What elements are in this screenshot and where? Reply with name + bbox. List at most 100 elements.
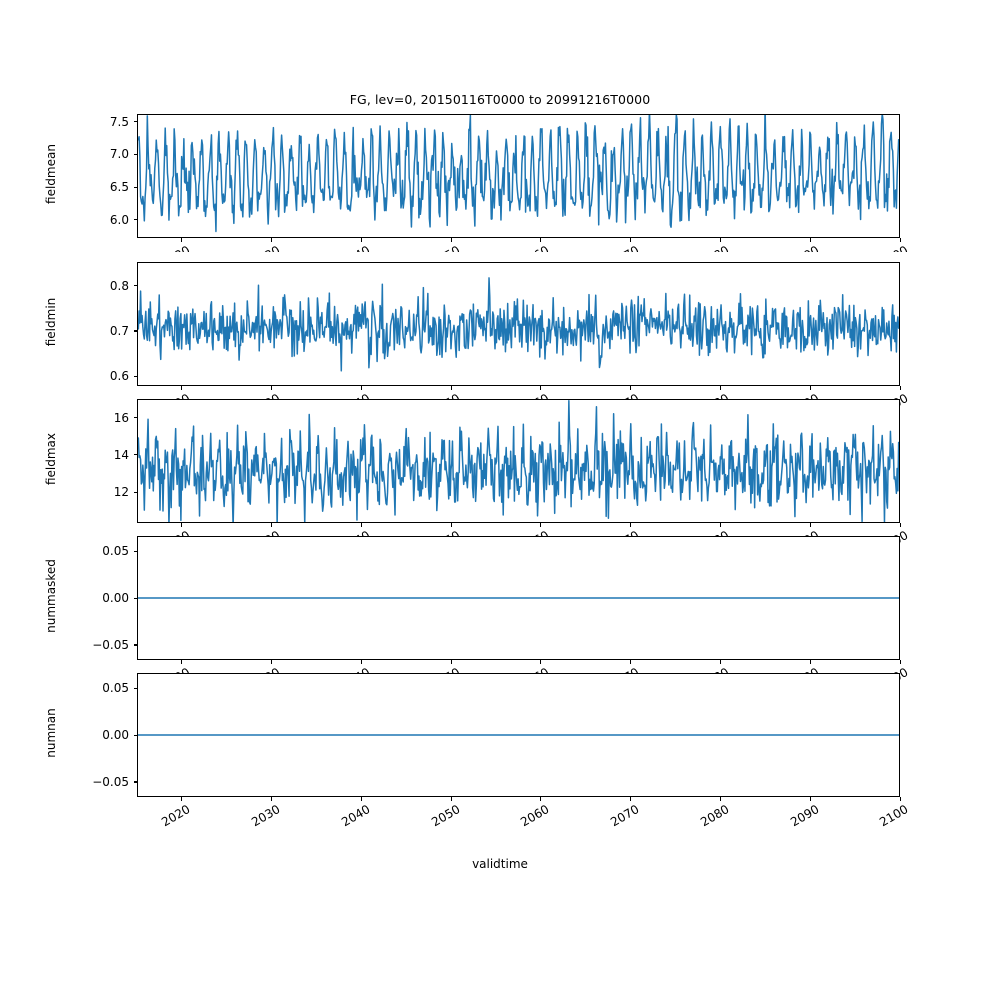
- x-tick-mark: [450, 660, 452, 664]
- x-tick-mark: [181, 386, 183, 390]
- x-tick-mark: [899, 386, 901, 390]
- y-tick-label: 0.7: [109, 323, 129, 338]
- x-tick-mark: [719, 386, 722, 390]
- x-tick-mark: [719, 238, 722, 242]
- x-tick-label: 2090: [787, 802, 822, 830]
- subplot-numnan: [137, 673, 900, 797]
- x-tick-mark: [809, 797, 811, 801]
- x-tick-label: 2070: [608, 802, 642, 830]
- x-tick-mark: [809, 238, 811, 242]
- y-tick-mark: [133, 491, 137, 493]
- x-tick-mark: [360, 238, 362, 242]
- subplot-fieldmax: [137, 399, 900, 523]
- x-tick-mark: [271, 660, 273, 664]
- x-tick-mark: [630, 797, 632, 801]
- x-tick-label: 2050: [428, 802, 463, 830]
- y-tick-mark: [133, 121, 137, 123]
- x-tick-mark: [360, 523, 362, 527]
- series-line-numnan: [138, 674, 899, 796]
- x-tick-mark: [360, 797, 362, 801]
- y-tick-label: 0.00: [102, 728, 129, 742]
- x-tick-mark: [360, 386, 362, 390]
- x-tick-mark: [809, 660, 811, 664]
- y-tick-mark: [133, 687, 137, 689]
- y-tick-label: 12: [113, 485, 129, 500]
- x-tick-label: 2020: [159, 802, 193, 830]
- subplot-nummasked: [137, 536, 900, 660]
- x-tick-mark: [271, 238, 273, 242]
- y-tick-label: 16: [113, 410, 129, 425]
- x-tick-mark: [630, 660, 632, 664]
- x-tick-mark: [360, 660, 362, 664]
- y-tick-mark: [133, 153, 137, 155]
- x-tick-mark: [719, 797, 722, 801]
- x-tick-mark: [540, 523, 542, 527]
- x-tick-mark: [899, 660, 901, 664]
- series-line-fieldmin: [138, 263, 899, 385]
- x-tick-mark: [809, 386, 811, 390]
- x-tick-mark: [809, 523, 811, 527]
- x-tick-mark: [630, 523, 632, 527]
- x-tick-mark: [271, 523, 273, 527]
- y-tick-label: 14: [113, 447, 129, 462]
- y-tick-label: 7.0: [109, 147, 129, 162]
- y-tick-label: −0.05: [92, 774, 129, 789]
- figure-title: FG, lev=0, 20150116T0000 to 20991216T000…: [349, 92, 651, 107]
- y-tick-mark: [133, 330, 137, 332]
- x-tick-mark: [271, 797, 273, 801]
- y-axis-label-numnan: numnan: [44, 708, 58, 758]
- x-tick-mark: [181, 238, 183, 242]
- x-tick-label: 2060: [518, 802, 552, 830]
- x-tick-mark: [540, 797, 542, 801]
- x-tick-mark: [450, 386, 452, 390]
- y-tick-mark: [133, 219, 137, 221]
- x-tick-mark: [719, 523, 722, 527]
- y-tick-mark: [133, 644, 137, 646]
- x-tick-mark: [899, 797, 901, 801]
- x-tick-mark: [181, 797, 183, 801]
- x-tick-mark: [540, 386, 542, 390]
- y-tick-mark: [133, 454, 137, 456]
- y-tick-label: 0.00: [102, 591, 129, 605]
- y-tick-mark: [133, 285, 137, 287]
- x-axis-label: validtime: [472, 857, 528, 871]
- y-tick-mark: [133, 550, 137, 552]
- y-tick-label: 0.05: [102, 681, 129, 696]
- x-tick-mark: [899, 238, 901, 242]
- tick-label-clip-band: [0, 252, 1000, 262]
- x-tick-mark: [719, 660, 722, 664]
- y-axis-label-fieldmean: fieldmean: [44, 144, 58, 204]
- y-tick-label: 0.8: [109, 278, 129, 293]
- subplot-fieldmean: [137, 114, 900, 238]
- x-tick-label: 2100: [877, 802, 911, 830]
- x-tick-mark: [181, 523, 183, 527]
- x-tick-label: 2080: [698, 802, 732, 830]
- x-tick-mark: [271, 386, 273, 390]
- y-tick-label: 6.0: [109, 212, 129, 227]
- series-line-fieldmean: [138, 115, 899, 237]
- y-tick-mark: [133, 597, 137, 599]
- subplot-fieldmin: [137, 262, 900, 386]
- x-tick-label: 2040: [338, 802, 373, 830]
- y-tick-label: −0.05: [92, 637, 129, 652]
- y-tick-mark: [133, 417, 137, 419]
- y-tick-mark: [133, 375, 137, 377]
- x-tick-mark: [450, 523, 452, 527]
- y-tick-label: 0.05: [102, 544, 129, 559]
- y-tick-label: 7.5: [109, 114, 129, 129]
- x-tick-mark: [540, 660, 542, 664]
- x-tick-mark: [630, 238, 632, 242]
- x-tick-mark: [181, 660, 183, 664]
- x-tick-mark: [450, 238, 452, 242]
- series-line-nummasked: [138, 537, 899, 659]
- x-tick-mark: [899, 523, 901, 527]
- x-tick-mark: [540, 238, 542, 242]
- x-tick-mark: [630, 386, 632, 390]
- x-tick-label: 2030: [249, 802, 283, 830]
- y-tick-mark: [133, 734, 137, 736]
- x-tick-mark: [450, 797, 452, 801]
- y-tick-label: 6.5: [109, 180, 129, 195]
- y-tick-mark: [133, 186, 137, 188]
- y-tick-label: 0.6: [109, 369, 129, 384]
